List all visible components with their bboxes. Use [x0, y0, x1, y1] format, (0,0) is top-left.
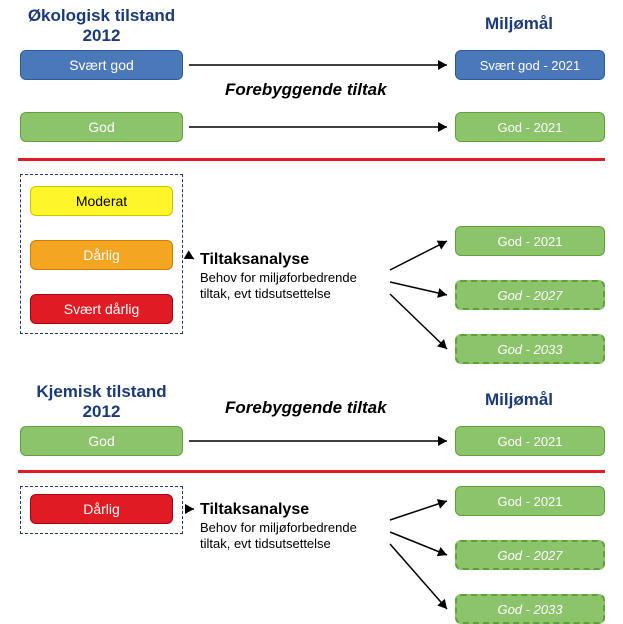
arrow-chemgod	[181, 433, 455, 449]
box-darlig-2: Dårlig	[30, 494, 173, 524]
arrow-ana1-b	[382, 274, 455, 303]
diagram-root: Økologisk tilstand 2012 Miljømål Svært god…	[0, 0, 623, 623]
arrow-ana2-b	[382, 524, 455, 563]
arrow-ana1-c	[382, 286, 455, 357]
divider-2	[18, 470, 605, 473]
analysis-body-2: Behov for miljøforbedrende tiltak, evt t…	[200, 520, 357, 551]
goal-title-2: Miljømål	[485, 390, 553, 410]
box-god-2027-1: God - 2027	[455, 280, 605, 310]
box-god-2021-2: God - 2021	[455, 226, 605, 256]
box-god-2021-1: God - 2021	[455, 112, 605, 142]
analysis-title-2: Tiltaksanalyse	[200, 500, 309, 519]
analysis-title-1: Tiltaksanalyse	[200, 250, 309, 269]
box-god-2027-2: God - 2027	[455, 540, 605, 570]
box-god-2021-3: God - 2021	[455, 426, 605, 456]
arrow-ana2-a	[382, 493, 455, 528]
chem-title: Kjemisk tilstand 2012	[20, 382, 183, 421]
box-svaert-god-2021: Svært god - 2021	[455, 50, 605, 80]
divider-1	[18, 158, 605, 161]
arrow-ana2-c	[382, 536, 455, 617]
preventive-2: Forebyggende tiltak	[225, 398, 387, 418]
box-svaert-darlig: Svært dårlig	[30, 294, 173, 324]
eco-title: Økologisk tilstand 2012	[20, 6, 183, 45]
box-god-1: God	[20, 112, 183, 142]
box-god-2033-2: God - 2033	[455, 594, 605, 624]
box-moderat: Moderat	[30, 186, 173, 216]
preventive-1: Forebyggende tiltak	[225, 80, 387, 100]
box-svaert-god: Svært god	[20, 50, 183, 80]
box-god-2: God	[20, 426, 183, 456]
analysis-body-1: Behov for miljøforbedrende tiltak, evt t…	[200, 270, 357, 301]
box-darlig-1: Dårlig	[30, 240, 173, 270]
arrow-ecosvg	[181, 57, 455, 73]
box-god-2033-1: God - 2033	[455, 334, 605, 364]
box-god-2021-4: God - 2021	[455, 486, 605, 516]
arrow-ana1-a	[382, 233, 455, 278]
arrow-ecogod	[181, 119, 455, 135]
goal-title-1: Miljømål	[485, 14, 553, 34]
